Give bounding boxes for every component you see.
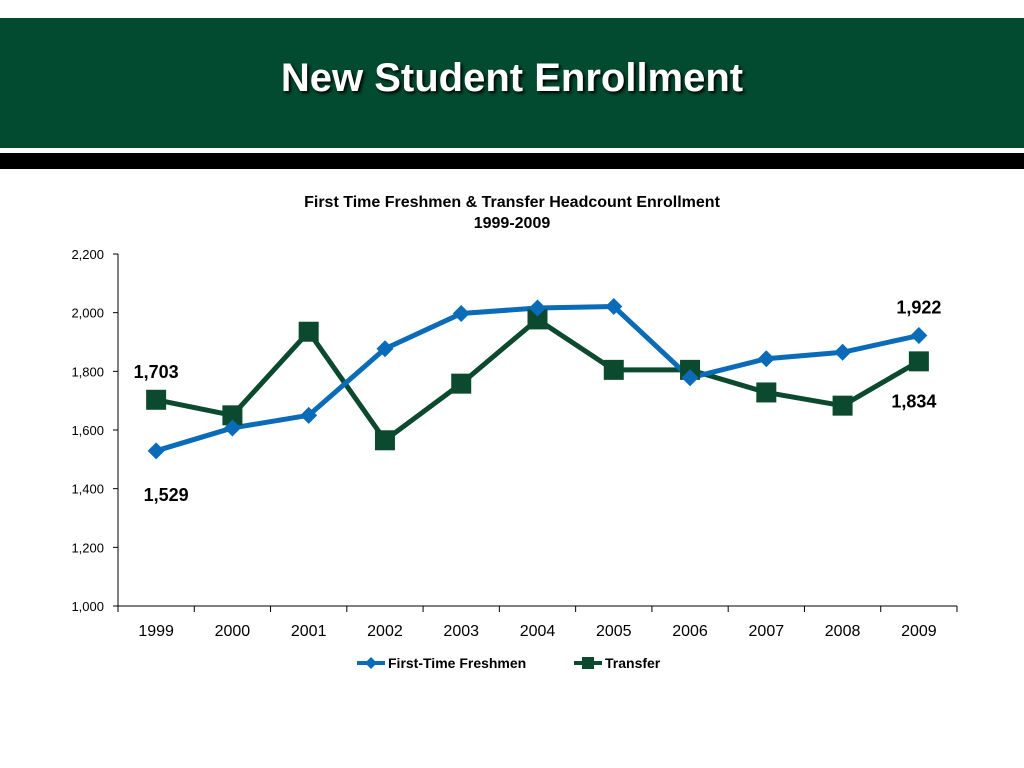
transfer-point bbox=[298, 321, 319, 342]
chart-title-block: First Time Freshmen & Transfer Headcount… bbox=[0, 192, 1024, 234]
chart-data-labels: 1,703 1,529 1,922 1,834 bbox=[134, 298, 942, 505]
transfer-point bbox=[527, 309, 548, 330]
y-tick-label: 1,400 bbox=[71, 482, 104, 497]
chart-axes: 1,000 1,200 1,400 1,600 1,800 2,000 2,200 1999 2… bbox=[71, 247, 958, 640]
data-label: 1,834 bbox=[891, 391, 936, 411]
chart-subtitle: 1999-2009 bbox=[473, 215, 551, 232]
chart-title: First Time Freshmen & Transfer Headcount… bbox=[304, 194, 720, 211]
freshmen-point bbox=[681, 369, 699, 387]
x-tick-label: 2003 bbox=[443, 623, 479, 640]
y-tick-label: 1,800 bbox=[71, 364, 104, 379]
y-tick-label: 2,200 bbox=[71, 247, 104, 262]
transfer-point bbox=[756, 382, 777, 403]
divider-white bbox=[0, 148, 1024, 153]
transfer-point bbox=[222, 405, 243, 426]
freshmen-point bbox=[147, 442, 165, 460]
y-tick-label: 2,000 bbox=[71, 306, 104, 321]
freshmen-point bbox=[757, 350, 775, 368]
data-label: 1,922 bbox=[896, 298, 941, 318]
chart-legend: First-Time Freshmen Transfer bbox=[357, 655, 661, 671]
y-tick-label: 1,200 bbox=[71, 540, 104, 555]
legend-square-marker bbox=[582, 657, 594, 669]
y-tick-label: 1,600 bbox=[71, 423, 104, 438]
freshmen-point bbox=[529, 299, 546, 317]
x-tick-label: 2000 bbox=[215, 623, 251, 640]
slide-title: New Student Enrollment bbox=[280, 55, 744, 100]
x-tick-label: 2009 bbox=[901, 623, 937, 640]
title-band: New Student Enrollment bbox=[0, 18, 1024, 148]
transfer-point bbox=[908, 351, 929, 372]
data-label: 1,703 bbox=[134, 362, 179, 382]
freshmen-point bbox=[605, 298, 623, 316]
freshmen-point bbox=[376, 340, 394, 358]
legend-label: First-Time Freshmen bbox=[388, 655, 526, 671]
legend-diamond-marker bbox=[365, 657, 377, 669]
legend-label: Transfer bbox=[605, 655, 661, 671]
transfer-point bbox=[374, 430, 395, 451]
x-tick-label: 2002 bbox=[367, 623, 403, 640]
x-tick-label: 2001 bbox=[291, 623, 327, 640]
x-tick-label: 2007 bbox=[749, 623, 785, 640]
x-tick-label: 2006 bbox=[672, 623, 708, 640]
freshmen-point bbox=[223, 419, 241, 437]
freshmen-point bbox=[910, 327, 928, 345]
x-tick-label: 1999 bbox=[138, 623, 174, 640]
data-label: 1,529 bbox=[144, 485, 189, 505]
divider-black bbox=[0, 153, 1024, 169]
chart-series bbox=[146, 298, 929, 460]
transfer-point bbox=[603, 359, 624, 380]
transfer-point bbox=[146, 389, 167, 410]
freshmen-point bbox=[452, 305, 470, 323]
x-tick-label: 2004 bbox=[520, 623, 556, 640]
y-tick-label: 1,000 bbox=[71, 599, 104, 614]
freshmen-point bbox=[834, 343, 852, 361]
x-tick-label: 2008 bbox=[825, 623, 861, 640]
freshmen-point bbox=[300, 406, 318, 424]
x-tick-label: 2005 bbox=[596, 623, 632, 640]
transfer-point bbox=[832, 395, 853, 416]
transfer-point bbox=[451, 373, 472, 394]
